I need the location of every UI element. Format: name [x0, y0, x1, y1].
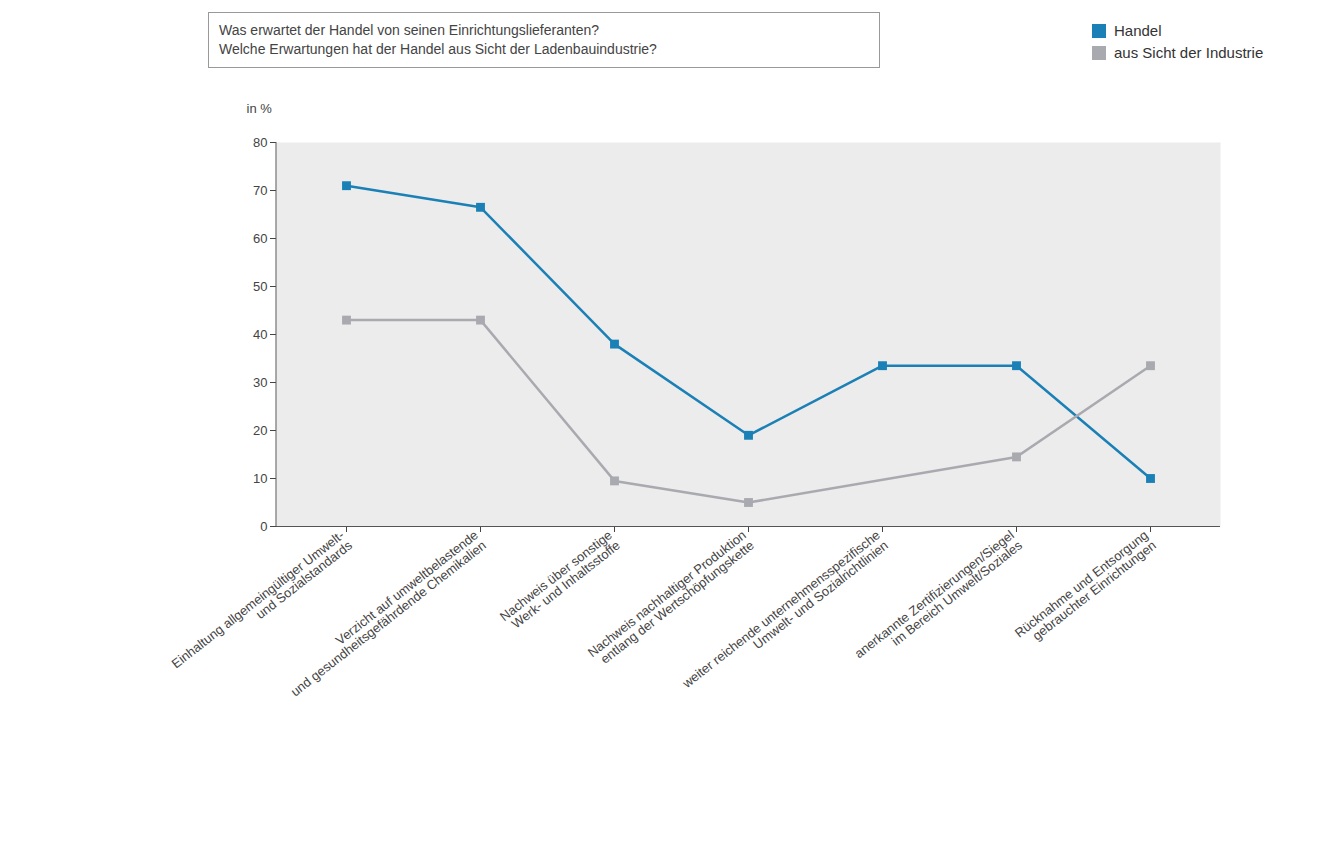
- svg-text:Rücknahme und Entsorgunggebrau: Rücknahme und Entsorgunggebrauchter Einr…: [1012, 527, 1159, 651]
- svg-text:80: 80: [253, 135, 267, 150]
- svg-text:70: 70: [253, 183, 267, 198]
- svg-text:in %: in %: [247, 101, 273, 116]
- svg-text:40: 40: [253, 327, 267, 342]
- svg-text:Nachweis über sonstigeWerk- un: Nachweis über sonstigeWerk- und Inhaltss…: [497, 527, 623, 634]
- svg-text:10: 10: [253, 471, 267, 486]
- svg-text:weiter reichende unternehmenss: weiter reichende unternehmensspezifische…: [679, 527, 891, 701]
- svg-text:anerkannte Zertifizierungen/Si: anerkannte Zertifizierungen/Siegelim Ber…: [852, 527, 1026, 671]
- svg-text:30: 30: [253, 375, 267, 390]
- svg-text:60: 60: [253, 231, 267, 246]
- svg-text:50: 50: [253, 279, 267, 294]
- svg-text:0: 0: [260, 519, 267, 534]
- svg-text:20: 20: [253, 423, 267, 438]
- svg-text:Verzicht auf umweltbelastendeu: Verzicht auf umweltbelastendeund gesundh…: [280, 527, 489, 699]
